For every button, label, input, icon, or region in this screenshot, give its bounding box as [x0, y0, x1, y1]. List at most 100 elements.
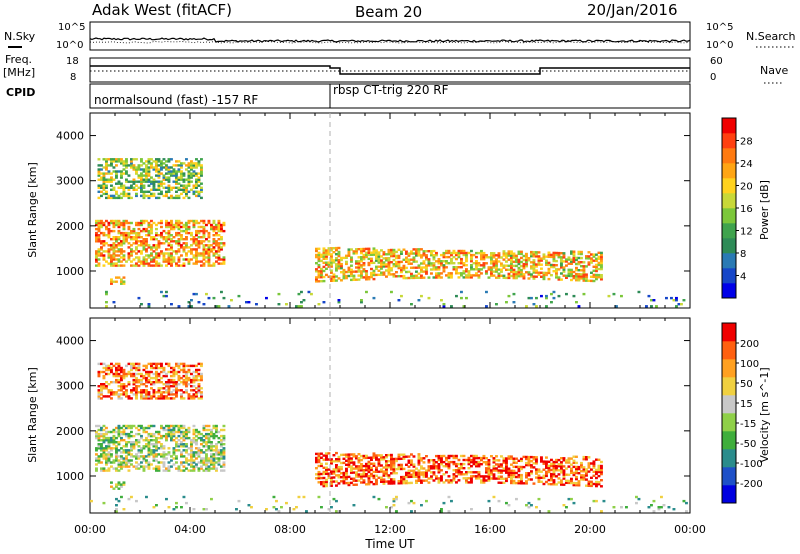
- echo-cell: [165, 240, 168, 243]
- echo-cell: [402, 276, 406, 280]
- echo-cell: [197, 229, 201, 233]
- echo-cell: [277, 303, 281, 306]
- echo-cell: [425, 473, 428, 476]
- echo-cell: [342, 268, 346, 272]
- echo-cell: [205, 465, 208, 468]
- echo-cell: [105, 250, 108, 253]
- echo-cell: [547, 263, 551, 267]
- echo-cell: [155, 238, 158, 241]
- echo-cell: [170, 264, 173, 267]
- echo-cell: [200, 387, 203, 390]
- echo-cell: [417, 254, 421, 257]
- echo-cell: [95, 252, 98, 255]
- echo-cell: [112, 374, 116, 378]
- echo-cell: [155, 449, 158, 452]
- echo-cell: [340, 279, 343, 282]
- echo-cell: [125, 443, 128, 446]
- echo-cell: [170, 397, 173, 400]
- echo-cell: [455, 481, 458, 484]
- echo-cell: [360, 264, 363, 267]
- echo-cell: [385, 460, 388, 463]
- echo-cell: [570, 471, 573, 474]
- echo-cell: [207, 234, 211, 237]
- echo-cell: [355, 266, 358, 269]
- echo-cell: [107, 254, 111, 257]
- echo-cell: [165, 168, 168, 171]
- echo-cell: [125, 459, 128, 462]
- echo-cell: [517, 250, 521, 253]
- echo-cell: [210, 497, 213, 501]
- echo-cell: [342, 461, 346, 465]
- echo-cell: [560, 252, 563, 255]
- echo-cell: [407, 455, 411, 458]
- echo-cell: [95, 264, 98, 267]
- echo-cell: [97, 389, 101, 392]
- echo-cell: [352, 477, 356, 480]
- echo-cell: [102, 176, 106, 179]
- echo-cell: [397, 262, 401, 266]
- echo-cell: [120, 172, 123, 175]
- echo-cell: [357, 475, 361, 478]
- echo-cell: [522, 277, 526, 280]
- echo-cell: [370, 259, 373, 263]
- echo-cell: [165, 439, 168, 442]
- echo-cell: [525, 455, 528, 459]
- echo-cell: [355, 270, 358, 273]
- echo-cell: [182, 495, 186, 499]
- echo-cell: [285, 501, 288, 505]
- echo-cell: [105, 447, 108, 450]
- echo-cell: [195, 370, 198, 374]
- echo-cell: [320, 456, 323, 459]
- echo-cell: [222, 463, 226, 466]
- echo-cell: [152, 250, 156, 253]
- echo-cell: [140, 219, 143, 223]
- echo-cell: [385, 269, 388, 272]
- echo-cell: [147, 244, 151, 247]
- echo-cell: [327, 476, 331, 479]
- echo-cell: [580, 478, 583, 481]
- echo-cell: [155, 436, 158, 440]
- echo-cell: [120, 457, 123, 460]
- echo-cell: [465, 274, 468, 277]
- echo-cell: [585, 265, 588, 268]
- echo-cell: [102, 436, 106, 440]
- echo-cell: [590, 259, 593, 262]
- echo-cell: [130, 426, 133, 430]
- echo-cell: [435, 266, 438, 269]
- echo-cell: [120, 368, 123, 372]
- echo-cell: [200, 172, 203, 175]
- echo-cell: [467, 456, 471, 460]
- echo-cell: [595, 269, 598, 273]
- echo-cell: [155, 370, 158, 374]
- echo-cell: [392, 478, 396, 481]
- echo-cell: [165, 453, 168, 456]
- echo-cell: [117, 248, 121, 251]
- echo-cell: [555, 469, 558, 472]
- echo-cell: [157, 240, 161, 243]
- echo-cell: [332, 247, 336, 250]
- echo-cell: [635, 495, 638, 499]
- echo-cell: [117, 223, 121, 227]
- echo-cell: [110, 158, 113, 161]
- echo-cell: [460, 454, 463, 458]
- echo-cell: [317, 470, 321, 474]
- echo-cell: [467, 460, 471, 464]
- echo-cell: [365, 473, 368, 476]
- echo-cell: [537, 273, 541, 276]
- echo-cell: [110, 393, 113, 396]
- echo-cell: [172, 389, 176, 392]
- echo-cell: [185, 231, 188, 235]
- echo-cell: [365, 255, 368, 259]
- echo-cell: [162, 469, 166, 472]
- echo-cell: [130, 374, 133, 378]
- echo-cell: [432, 249, 436, 253]
- echo-cell: [197, 461, 201, 464]
- echo-cell: [385, 257, 388, 260]
- echo-cell: [207, 262, 211, 265]
- echo-cell: [180, 178, 183, 181]
- echo-cell: [387, 466, 391, 469]
- echo-cell: [107, 389, 111, 392]
- echo-cell: [195, 231, 198, 235]
- echo-cell: [350, 453, 353, 456]
- echo-cell: [580, 252, 583, 256]
